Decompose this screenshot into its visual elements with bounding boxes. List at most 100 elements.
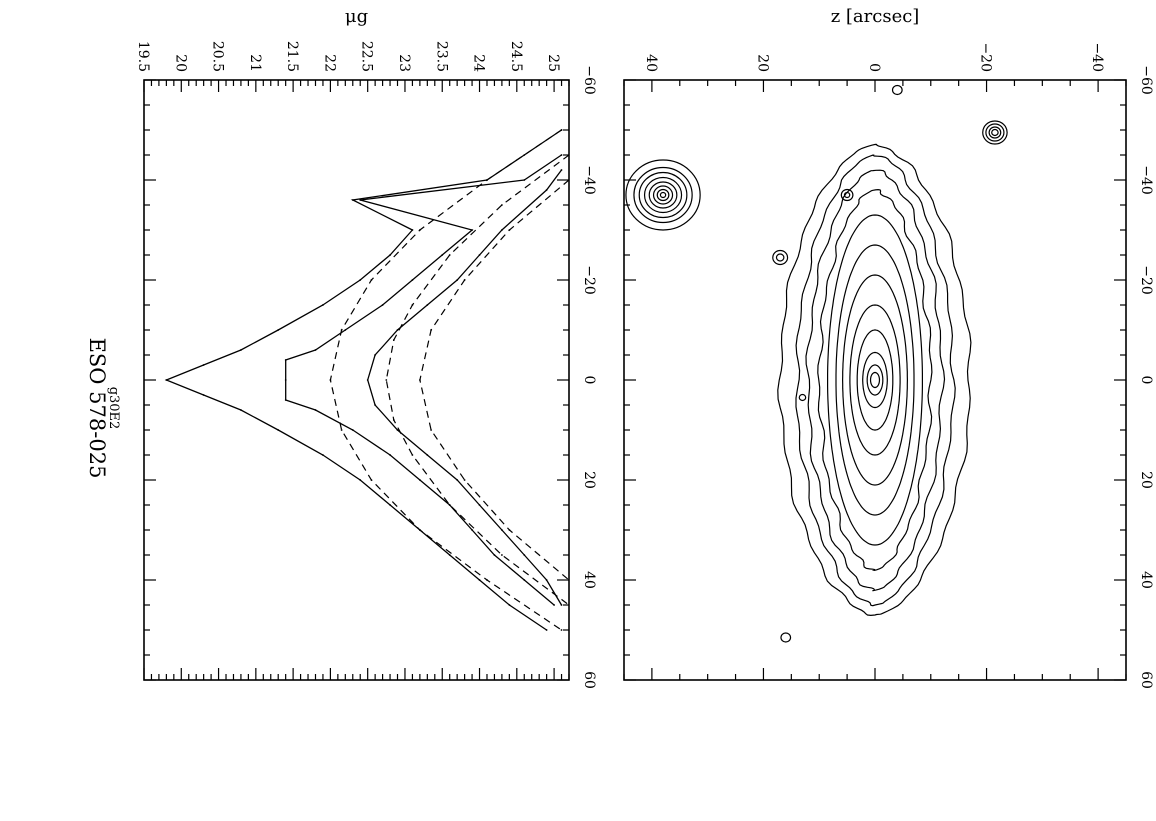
profile-point [370,479,373,481]
profile-point [340,329,343,331]
profile-point [478,504,481,506]
contour-y-tick-label: −40 [1089,42,1105,72]
profile-point [426,304,429,306]
field-object-contour [772,249,789,266]
field-object-contour [652,185,674,205]
galaxy-isophote [835,244,915,516]
profile-point [396,329,399,331]
profile-point [463,279,466,281]
profile-point [448,254,451,256]
field-object-contour [643,176,683,214]
profile-point [508,529,511,531]
profile-point [501,554,503,556]
contour-x-tick-label: −60 [1138,65,1154,95]
profile-point [478,579,481,581]
profile-y-tick-label: 19.5 [135,41,151,72]
contour-y-tick-label: 0 [866,63,882,72]
profile-y-tick-label: 21 [247,54,263,72]
profile-point [456,479,459,481]
profile-point [553,604,555,606]
profile-y-tick-label: 23.5 [433,41,449,72]
galaxy-isophote [856,329,894,431]
profile-point [568,179,569,181]
profile-point [508,229,511,231]
profile-point [430,329,432,331]
profile-x-tick-label: 40 [581,571,597,589]
galaxy-isophote [795,154,956,607]
field-object-contour [648,181,678,209]
profile-point [486,179,488,181]
profile-point [560,154,563,156]
profile-x-tick-label: 20 [581,471,597,489]
profile-y-label: μg [345,6,368,27]
profile-point [560,604,563,606]
profile-point [456,279,459,281]
profile-y-tick-label: 22 [321,54,337,72]
profile-point [560,169,563,171]
profile-point [411,454,414,456]
profile-point [340,429,343,431]
profile-point [277,429,280,431]
profile-point [545,189,548,191]
profile-panel: −60 −40 −20 0 20 40 60 19.5 20 20.5 21 21.5 22 22.5 23… [135,6,597,689]
observed-profile-2 [367,169,563,606]
contour-x-tick-label: 40 [1138,571,1154,589]
field-object-contour [988,126,1002,139]
profile-x-tick-label: 60 [581,671,597,689]
galaxy-isophote [805,169,946,592]
galaxy-isophote [866,364,884,396]
profile-point [426,454,429,456]
profile-point [314,409,317,411]
profile-point [419,229,421,231]
field-object-contour [659,191,667,199]
field-object-contour [985,123,1005,142]
field-object-contour [633,166,693,224]
field-object-contour [775,253,785,262]
profile-y-tick-label: 23 [396,54,412,72]
model-profile-3 [329,129,562,631]
profile-point [471,229,473,231]
contour-y-tick-label: 20 [754,54,770,72]
profile-point [560,629,563,631]
figure-subtitle: g30E2 [106,387,121,430]
profile-point [351,429,354,431]
profile-point [448,504,451,506]
profile-point [448,554,451,556]
profile-point [366,379,369,381]
profile-point [202,364,205,366]
profile-point [545,629,548,631]
galaxy-isophote [849,304,901,456]
profile-point [389,504,391,506]
profile-point [344,329,347,331]
contour-x-tick-label: 60 [1138,671,1154,689]
profile-point [389,454,391,456]
field-object-contour [780,632,792,643]
profile-point [284,379,287,381]
field-object-contour [891,84,903,96]
field-object-contour [638,171,688,219]
contour-y-label: z [arcsec] [831,6,920,27]
profile-point [523,154,526,156]
profile-point [374,404,376,406]
contour-x-tick-label: 20 [1138,471,1154,489]
profile-point [560,129,563,131]
profile-point [471,529,473,531]
profile-frame [143,79,570,681]
profile-point [359,279,362,281]
model-profile-4 [385,154,569,606]
profile-point [493,554,496,556]
galaxy-isophote [862,351,888,409]
rotated-figure: ESO 578-025 g30E2 −60 −40 −20 0 20 40 60 19.5 20… [85,6,1154,689]
field-object-contour [991,128,999,137]
profile-y-tick-label: 25 [545,54,561,72]
profile-point [240,409,242,411]
profile-y-tick-label: 20 [172,54,188,72]
profile-point [463,479,466,481]
profile-point [385,379,388,381]
field-object-contour [625,159,701,231]
profile-point [322,304,324,306]
profile-point [568,579,569,581]
